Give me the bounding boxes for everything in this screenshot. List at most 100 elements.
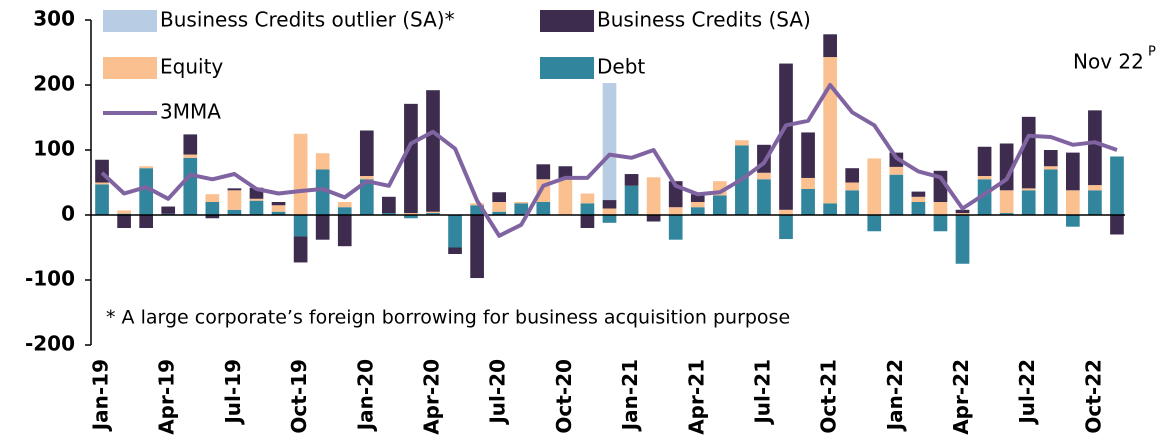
x-tick-label: Apr-21 [684, 359, 708, 435]
bar [602, 215, 617, 223]
x-tick-label: Jan-19 [89, 359, 113, 432]
bar [690, 194, 705, 202]
bar [337, 207, 352, 215]
legend-swatch [540, 57, 594, 79]
bar [690, 207, 705, 215]
bar [801, 189, 815, 215]
bar [227, 209, 242, 215]
bar [448, 247, 462, 254]
bar [977, 176, 992, 180]
bar [602, 83, 617, 201]
x-tick-label: Apr-19 [155, 359, 179, 435]
bar [558, 179, 573, 215]
bar [911, 196, 926, 202]
bar [315, 215, 330, 240]
bar [205, 202, 220, 215]
bar [293, 236, 308, 263]
bar [117, 215, 131, 228]
bar [183, 157, 198, 215]
bar [690, 202, 705, 208]
bar [823, 34, 837, 58]
legend-label: Debt [597, 55, 645, 79]
bar [492, 192, 507, 202]
bar [712, 195, 727, 215]
bar [889, 174, 904, 215]
bar [801, 132, 815, 178]
bar [249, 187, 264, 199]
bar [977, 146, 992, 176]
bar [514, 203, 529, 215]
x-tick-label: Jul-21 [750, 359, 774, 426]
bar [315, 153, 330, 170]
bar [139, 166, 153, 169]
bar [779, 215, 793, 240]
bar [382, 196, 396, 214]
bar [359, 176, 374, 180]
bar [911, 202, 926, 215]
bar [911, 191, 926, 197]
bar [139, 215, 153, 228]
bar [1043, 150, 1058, 167]
bar [1043, 169, 1058, 215]
bar [933, 215, 948, 232]
bar [470, 215, 484, 279]
bar [801, 177, 815, 189]
bar [999, 213, 1014, 215]
footnote: * A large corporate’s foreign borrowing … [106, 307, 790, 329]
bar [823, 57, 837, 204]
x-tick-label: Oct-19 [287, 359, 311, 434]
bar [382, 213, 396, 215]
bar [205, 215, 220, 219]
bar [359, 130, 374, 176]
bar [293, 133, 308, 215]
legend-label: Equity [160, 55, 223, 79]
bar [271, 211, 286, 215]
bar [359, 179, 374, 215]
legend-swatch [540, 10, 594, 32]
bar [580, 193, 595, 204]
bar [757, 172, 771, 180]
bar [1088, 185, 1102, 191]
bar [823, 203, 837, 215]
bar [1066, 152, 1080, 191]
bar [757, 179, 771, 215]
bar [448, 215, 462, 248]
bar [95, 184, 109, 215]
bar [426, 211, 440, 214]
bar [249, 198, 264, 201]
bar [1088, 110, 1102, 186]
bar [161, 206, 176, 214]
x-tick-label: Jul-20 [486, 359, 510, 426]
x-tick-label: Jul-19 [221, 359, 245, 426]
bar [580, 215, 595, 228]
bar [602, 208, 617, 215]
bar [779, 209, 793, 215]
bar [955, 209, 970, 214]
bar [845, 190, 860, 215]
bar [845, 168, 860, 183]
bar [139, 168, 153, 215]
bar [404, 215, 418, 219]
bar [492, 211, 507, 215]
bar [1066, 190, 1080, 215]
legend-swatch [103, 57, 157, 79]
bar [183, 134, 198, 155]
y-tick-label: 200 [33, 72, 75, 96]
bar [624, 185, 639, 215]
bar [1110, 156, 1124, 215]
bar [1043, 166, 1058, 170]
bar [1021, 188, 1036, 191]
bar [779, 63, 793, 210]
legend-label: 3MMA [160, 100, 221, 124]
x-tick-label: Jul-22 [1015, 359, 1039, 426]
y-tick-label: -100 [25, 267, 75, 291]
bar [977, 179, 992, 215]
bar [514, 202, 529, 204]
bar [1021, 116, 1036, 189]
bar [337, 202, 352, 208]
bar [95, 182, 109, 185]
bar [205, 194, 220, 202]
bar [337, 215, 352, 247]
bar [227, 188, 242, 191]
